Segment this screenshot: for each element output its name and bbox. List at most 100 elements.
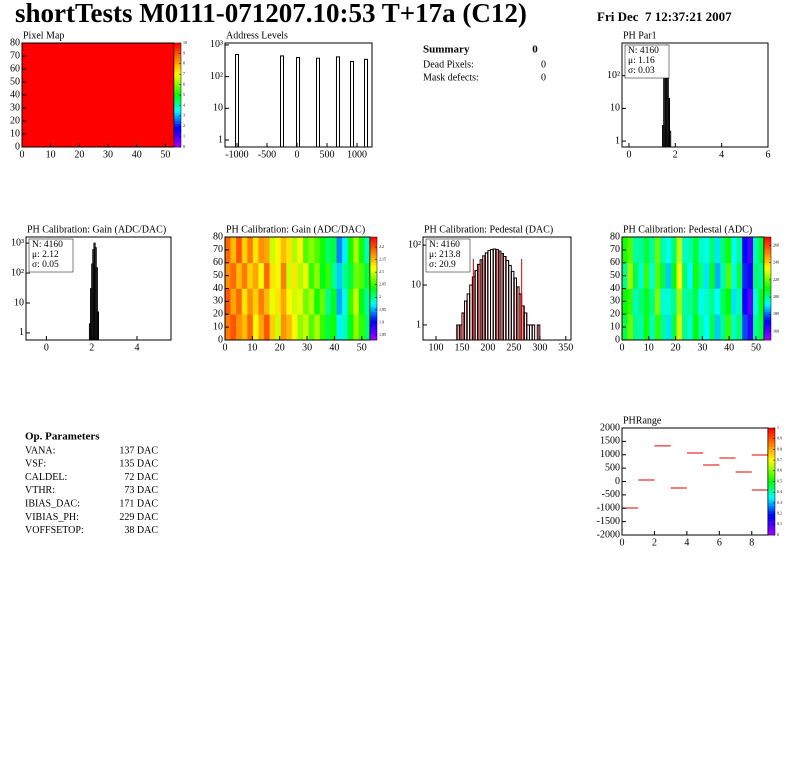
palette-step (764, 296, 771, 300)
palette-step (370, 309, 377, 312)
heatmap-cell (22, 43, 175, 148)
palette-label: 240 (773, 260, 779, 265)
heatmap-cell (665, 237, 672, 264)
heatmap-cell (682, 237, 688, 264)
x-tick-label: 0 (20, 149, 25, 160)
palette-step (768, 497, 775, 501)
palette-step (768, 510, 775, 514)
palette-step (174, 74, 181, 78)
y-tick-label: 0 (615, 334, 620, 345)
heatmap-cell (347, 237, 354, 264)
heatmap-cell (358, 288, 365, 315)
y-tick-label: 70 (213, 244, 223, 255)
palette-step (764, 242, 771, 246)
palette-step (768, 521, 775, 525)
palette-step (370, 288, 377, 292)
palette-step (370, 329, 377, 333)
y-tick-label: 10 (213, 321, 223, 332)
heatmap-cell (236, 262, 243, 289)
palette-step (764, 329, 771, 333)
heatmap-cell (269, 288, 276, 315)
chart-title: Address Levels (226, 30, 288, 41)
palette-label: 1.9 (379, 319, 384, 324)
y-tick-label: 1 (416, 319, 421, 330)
palette-label: 2.1 (379, 269, 384, 274)
heatmap-cell (671, 237, 677, 264)
heatmap-cell (654, 262, 661, 289)
heatmap-cell (297, 237, 304, 264)
heatmap-cell (275, 288, 282, 315)
y-tick-label: 40 (213, 283, 223, 294)
x-tick-label: 0 (223, 342, 228, 353)
palette-step (370, 306, 377, 310)
y-tick-label: 80 (10, 37, 20, 48)
y-tick-label: 10 (610, 103, 620, 114)
heatmap-cell (247, 237, 254, 264)
palette-step (768, 513, 775, 517)
heatmap-cell (649, 237, 656, 264)
palette-step (768, 492, 775, 496)
chart-title: Pixel Map (23, 30, 64, 41)
stats-text: N: 4160 (429, 240, 460, 250)
palette-label: 2 (379, 294, 381, 299)
y-tick-label: 30 (610, 296, 620, 307)
palette-label: 2 (183, 123, 185, 128)
heatmap-cell (314, 237, 321, 264)
heatmap-cell (665, 262, 672, 289)
palette-label: 0.5 (777, 478, 782, 483)
palette-step (174, 76, 181, 80)
x-tick-label: 30 (697, 342, 707, 353)
op-title: Op. Parameters (25, 431, 100, 443)
heatmap-cell (643, 237, 650, 264)
palette-step (768, 476, 775, 480)
heatmap-cell (742, 237, 748, 264)
palette-step (768, 462, 775, 466)
palette-step (174, 92, 181, 96)
palette-step (174, 118, 181, 122)
y-tick-label: 20 (213, 309, 223, 320)
y-tick-label: 20 (10, 115, 20, 126)
heatmap-cell (230, 314, 237, 341)
palette-step (370, 314, 377, 318)
heatmap-cell (714, 314, 721, 341)
heatmap-cell (336, 288, 343, 315)
heatmap-cell (632, 288, 639, 315)
heatmap-cell (736, 314, 743, 341)
palette-label: 4 (183, 102, 185, 107)
palette-step (768, 502, 775, 506)
heatmap-cell (736, 237, 743, 264)
palette-step (768, 516, 775, 520)
palette-step (768, 486, 775, 490)
op-value: 229 DAC (119, 512, 158, 523)
palette-step (174, 79, 181, 83)
y-tick-label: 10² (607, 70, 620, 81)
palette-step (768, 441, 775, 445)
heatmap-cell (280, 262, 287, 289)
palette-label: 0.3 (777, 500, 782, 505)
palette-step (764, 332, 771, 336)
palette-step (764, 237, 771, 240)
heatmap-cell (336, 237, 343, 264)
heatmap-cell (325, 237, 332, 264)
op-label: VIBIAS_PH: (25, 512, 79, 523)
chart-title: PH Par1 (623, 30, 657, 41)
op-label: VANA: (25, 445, 55, 456)
palette-step (764, 283, 771, 287)
y-tick-label: -1000 (597, 503, 620, 514)
x-tick-label: 4 (135, 342, 140, 353)
palette-step (768, 526, 775, 530)
palette-step (764, 273, 771, 276)
frame (224, 42, 373, 148)
palette-step (764, 260, 771, 264)
palette-step (764, 249, 771, 253)
y-tick-label: 10 (411, 279, 421, 290)
heatmap-cell (358, 314, 365, 341)
palette-step (768, 470, 775, 474)
heatmap-cell (725, 262, 732, 289)
chart-title: PH Calibration: Gain (ADC/DAC) (27, 224, 166, 235)
palette-step (174, 123, 181, 127)
x-tick-label: 50 (751, 342, 761, 353)
y-tick-label: 60 (213, 257, 223, 268)
x-tick-label: 250 (506, 342, 521, 353)
x-tick-label: 40 (329, 342, 339, 353)
